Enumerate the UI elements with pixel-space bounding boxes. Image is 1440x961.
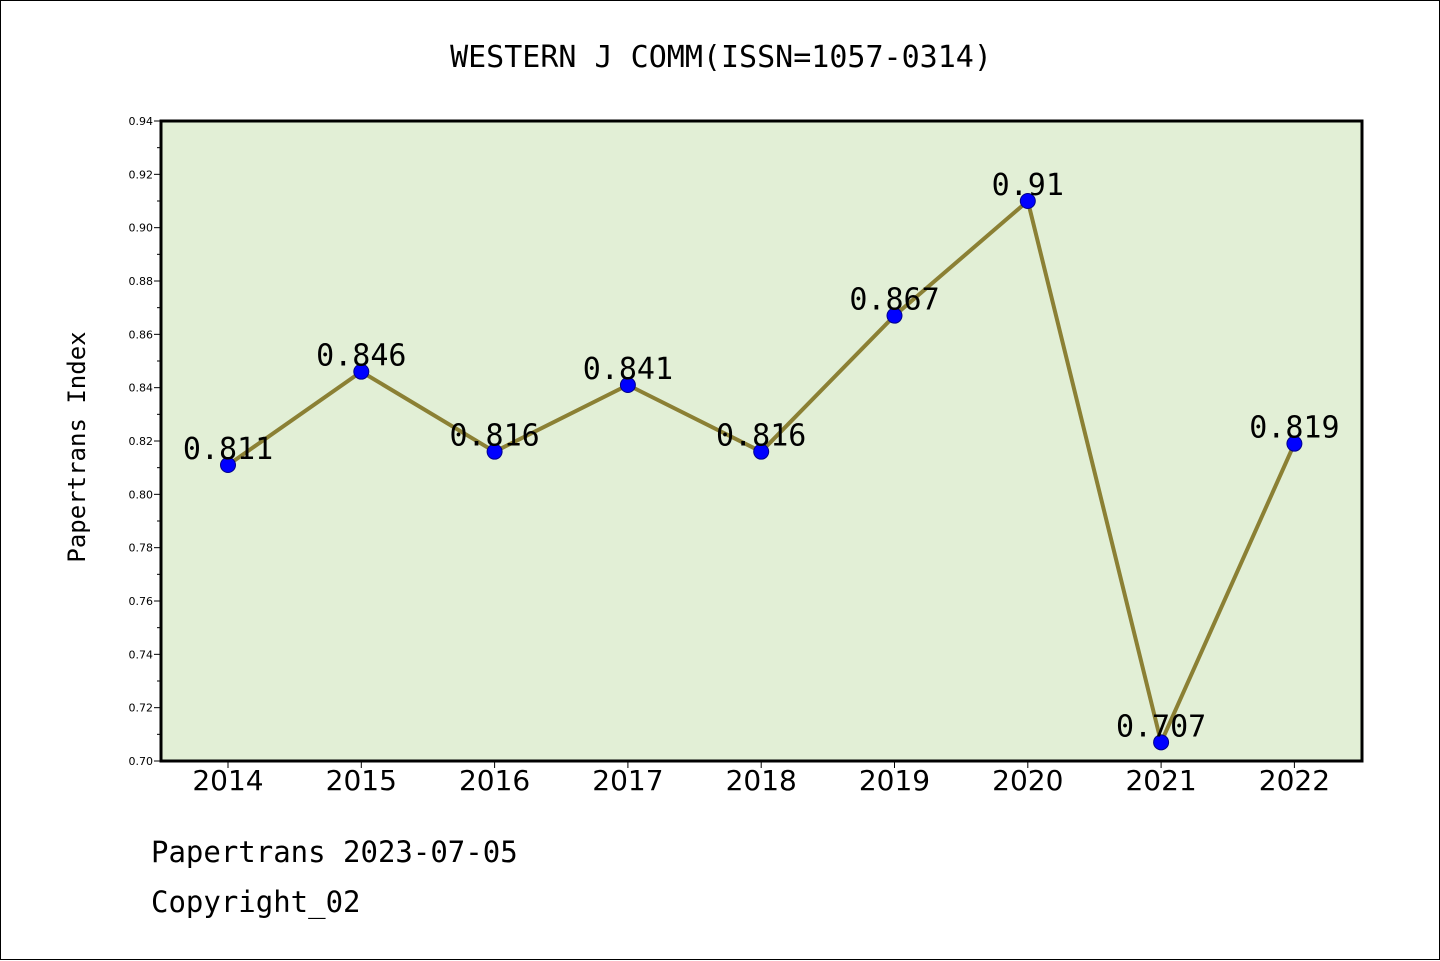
x-tick-label: 2022 — [1259, 764, 1330, 797]
y-tick-label: 0.90 — [129, 222, 154, 235]
y-tick-label: 0.72 — [129, 702, 154, 715]
x-tick-label: 2020 — [992, 764, 1063, 797]
data-labels-group: 0.811 0.846 0.816 0.841 0.816 0.867 0.91 0.707 0… — [183, 168, 1340, 744]
x-tick-label: 2021 — [1125, 764, 1196, 797]
y-axis: 0.70 0.72 0.74 0.76 0.78 0.80 0.82 0.84 0.86 0.88… — [129, 115, 161, 768]
series-markers-group — [220, 193, 1303, 751]
x-tick-label: 2016 — [459, 764, 530, 797]
y-tick-label: 0.74 — [129, 648, 154, 661]
data-point-marker — [220, 457, 236, 473]
data-point-marker — [1019, 193, 1036, 209]
y-axis-title: Papertrans Index — [63, 331, 91, 562]
y-tick-label: 0.78 — [129, 542, 154, 555]
y-tick-label: 0.92 — [129, 168, 154, 181]
data-value-label: 0.816 — [716, 419, 806, 454]
y-tick-label: 0.82 — [129, 435, 154, 448]
y-tick-label: 0.88 — [129, 275, 154, 288]
footer-date-text: Papertrans 2023-07-05 — [151, 835, 518, 869]
y-tick-label: 0.76 — [129, 595, 154, 608]
data-value-label: 0.819 — [1249, 411, 1339, 446]
data-point-marker — [353, 363, 370, 380]
data-value-label: 0.91 — [992, 168, 1064, 203]
y-tick-label: 0.80 — [129, 488, 154, 501]
data-value-label: 0.841 — [583, 352, 673, 387]
data-value-label: 0.867 — [849, 283, 939, 318]
y-tick-label: 0.86 — [129, 328, 154, 341]
data-point-marker — [1286, 435, 1303, 452]
footer-copyright-text: Copyright_02 — [151, 885, 361, 919]
data-point-marker — [486, 443, 503, 460]
data-value-label: 0.846 — [316, 339, 406, 374]
data-point-marker — [619, 377, 636, 393]
y-tick-label: 0.94 — [129, 115, 154, 128]
data-value-label: 0.707 — [1116, 709, 1206, 744]
x-axis: 2014 2015 2016 2017 2018 2019 2020 2021 2022 — [192, 761, 1330, 797]
data-point-marker — [1153, 734, 1170, 751]
chart-title: WESTERN J COMM(ISSN=1057-0314) — [450, 40, 992, 75]
data-point-marker — [753, 443, 770, 460]
data-value-label: 0.816 — [449, 419, 539, 454]
y-tick-label: 0.84 — [129, 382, 154, 395]
data-point-marker — [886, 307, 903, 324]
plot-frame — [159, 119, 1364, 763]
y-tick-label: 0.70 — [129, 755, 154, 768]
data-value-label: 0.811 — [183, 432, 273, 467]
x-tick-label: 2015 — [326, 764, 397, 797]
x-tick-label: 2014 — [192, 764, 263, 797]
x-tick-label: 2017 — [592, 764, 663, 797]
x-tick-label: 2018 — [726, 764, 797, 797]
x-tick-label: 2019 — [859, 764, 930, 797]
plot-area — [161, 121, 1362, 761]
